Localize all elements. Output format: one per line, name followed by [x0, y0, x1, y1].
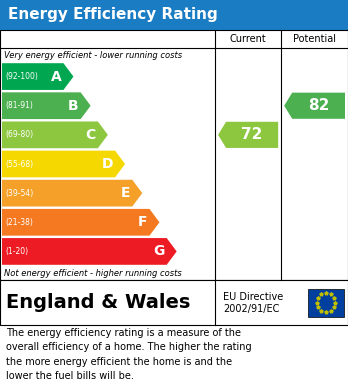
Text: 2002/91/EC: 2002/91/EC [223, 304, 279, 314]
Polygon shape [2, 238, 177, 265]
Polygon shape [2, 122, 108, 148]
Text: Potential: Potential [293, 34, 336, 44]
Text: A: A [51, 70, 62, 84]
Polygon shape [2, 209, 159, 236]
Polygon shape [284, 93, 345, 119]
Text: D: D [102, 157, 113, 171]
Bar [0, 30, 348, 280]
Text: (92-100): (92-100) [5, 72, 38, 81]
Text: E: E [121, 186, 130, 200]
Text: Energy Efficiency Rating: Energy Efficiency Rating [8, 7, 218, 23]
Text: C: C [86, 128, 96, 142]
Polygon shape [2, 151, 125, 178]
Text: (39-54): (39-54) [5, 188, 33, 197]
Polygon shape [218, 122, 278, 148]
Polygon shape [2, 92, 90, 119]
Bar [0, 280, 348, 325]
Text: (81-91): (81-91) [5, 101, 33, 110]
Text: 72: 72 [242, 127, 263, 142]
Polygon shape [2, 180, 142, 206]
Text: EU Directive: EU Directive [223, 292, 283, 302]
Text: B: B [68, 99, 79, 113]
Polygon shape [2, 63, 73, 90]
Text: England & Wales: England & Wales [6, 293, 190, 312]
Text: F: F [138, 215, 148, 229]
Text: The energy efficiency rating is a measure of the
overall efficiency of a home. T: The energy efficiency rating is a measur… [6, 328, 252, 381]
Text: G: G [153, 244, 165, 258]
Text: (21-38): (21-38) [5, 218, 33, 227]
Text: Current: Current [230, 34, 267, 44]
Bar [0, 0, 348, 30]
Bar [308, 289, 344, 316]
Text: (55-68): (55-68) [5, 160, 33, 169]
Text: 82: 82 [308, 98, 329, 113]
Text: (1-20): (1-20) [5, 247, 28, 256]
Text: Not energy efficient - higher running costs: Not energy efficient - higher running co… [4, 269, 182, 278]
Text: Very energy efficient - lower running costs: Very energy efficient - lower running co… [4, 50, 182, 59]
Text: (69-80): (69-80) [5, 130, 33, 139]
